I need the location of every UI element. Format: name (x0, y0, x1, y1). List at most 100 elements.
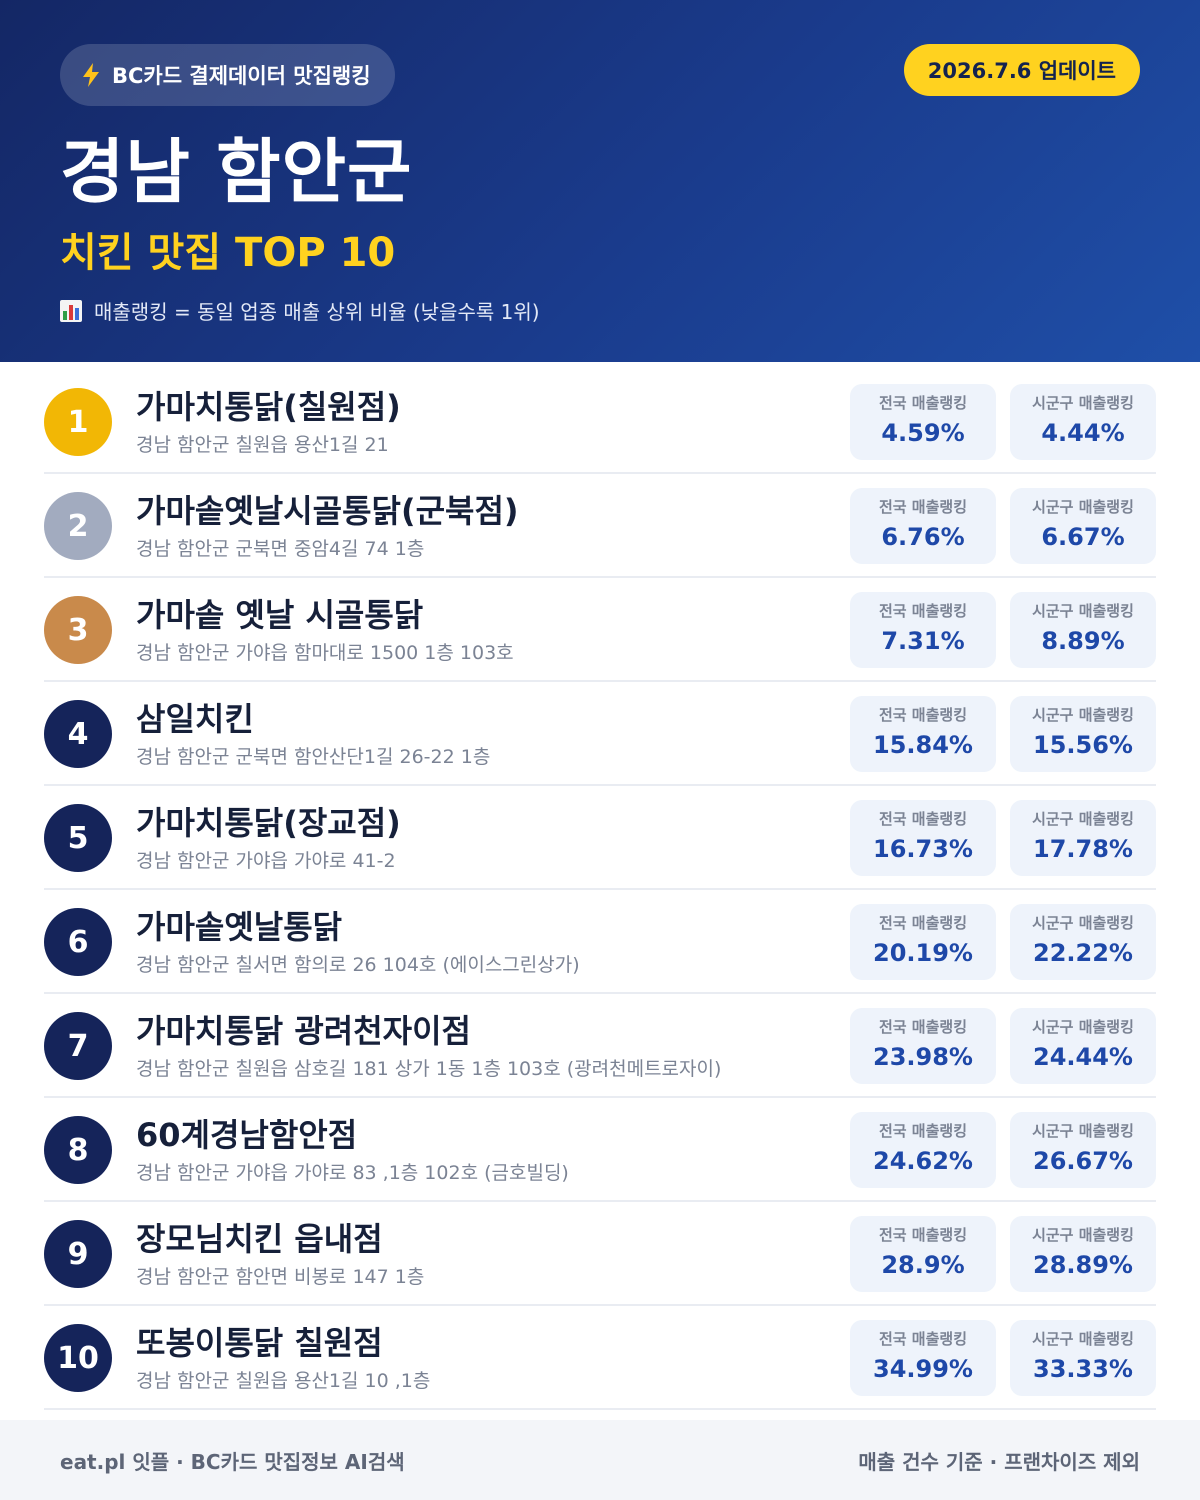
national-ranking-box: 전국 매출랭킹 28.9% (850, 1216, 996, 1292)
badge: BC카드 결제데이터 맛집랭킹 (60, 44, 395, 106)
national-ranking-box: 전국 매출랭킹 24.62% (850, 1112, 996, 1188)
restaurant-address: 경남 함안군 군북면 함안산단1길 26-22 1층 (136, 746, 491, 768)
header: BC카드 결제데이터 맛집랭킹 2026.7.6 업데이트 경남 함안군 치킨 … (0, 0, 1200, 362)
national-ranking-label: 전국 매출랭킹 (878, 394, 968, 412)
local-ranking-box: 시군구 매출랭킹 17.78% (1010, 800, 1156, 876)
local-ranking-label: 시군구 매출랭킹 (1032, 498, 1134, 516)
rank-badge: 8 (44, 1116, 112, 1184)
restaurant-address: 경남 함안군 가야읍 가야로 41-2 (136, 850, 396, 872)
national-ranking-label: 전국 매출랭킹 (878, 1330, 968, 1348)
restaurant-address: 경남 함안군 칠원읍 용산1길 10 ,1층 (136, 1370, 431, 1392)
rank-badge: 2 (44, 492, 112, 560)
local-ranking-label: 시군구 매출랭킹 (1032, 602, 1134, 620)
local-ranking-box: 시군구 매출랭킹 6.67% (1010, 488, 1156, 564)
bolt-icon (83, 63, 99, 87)
local-ranking-value: 4.44% (1041, 419, 1125, 447)
restaurant-name: 가마솥 옛날 시골통닭 (136, 596, 424, 634)
restaurant-name: 삼일치킨 (136, 700, 254, 738)
rank-badge: 9 (44, 1220, 112, 1288)
local-ranking-label: 시군구 매출랭킹 (1032, 810, 1134, 828)
restaurant-name: 가마솥옛날통닭 (136, 908, 343, 946)
restaurant-name: 가마치통닭 광려천자이점 (136, 1012, 471, 1050)
national-ranking-value: 6.76% (881, 523, 965, 551)
national-ranking-value: 24.62% (873, 1147, 973, 1175)
local-ranking-value: 22.22% (1033, 939, 1133, 967)
restaurant-address: 경남 함안군 가야읍 함마대로 1500 1층 103호 (136, 642, 514, 664)
national-ranking-box: 전국 매출랭킹 20.19% (850, 904, 996, 980)
restaurant-name: 장모님치킨 읍내점 (136, 1220, 383, 1258)
restaurant-address: 경남 함안군 칠원읍 삼호길 181 상가 1동 1층 103호 (광려천메트로… (136, 1058, 722, 1080)
national-ranking-box: 전국 매출랭킹 15.84% (850, 696, 996, 772)
local-ranking-label: 시군구 매출랭킹 (1032, 394, 1134, 412)
local-ranking-label: 시군구 매출랭킹 (1032, 1330, 1134, 1348)
rank-badge: 7 (44, 1012, 112, 1080)
national-ranking-box: 전국 매출랭킹 16.73% (850, 800, 996, 876)
local-ranking-label: 시군구 매출랭킹 (1032, 1122, 1134, 1140)
local-ranking-value: 26.67% (1033, 1147, 1133, 1175)
local-ranking-box: 시군구 매출랭킹 8.89% (1010, 592, 1156, 668)
national-ranking-box: 전국 매출랭킹 6.76% (850, 488, 996, 564)
subtitle: 치킨 맛집 TOP 10 (60, 230, 396, 276)
rank-badge: 3 (44, 596, 112, 664)
national-ranking-value: 23.98% (873, 1043, 973, 1071)
local-ranking-label: 시군구 매출랭킹 (1032, 1226, 1134, 1244)
rank-badge: 4 (44, 700, 112, 768)
ranking-row: 6 가마솥옛날통닭 경남 함안군 칠서면 함의로 26 104호 (에이스그린상가)… (44, 890, 1156, 994)
national-ranking-label: 전국 매출랭킹 (878, 1226, 968, 1244)
national-ranking-value: 16.73% (873, 835, 973, 863)
restaurant-name: 가마치통닭(칠원점) (136, 388, 401, 426)
national-ranking-label: 전국 매출랭킹 (878, 1018, 968, 1036)
rank-badge: 10 (44, 1324, 112, 1392)
local-ranking-value: 24.44% (1033, 1043, 1133, 1071)
national-ranking-value: 20.19% (873, 939, 973, 967)
ranking-row: 5 가마치통닭(장교점) 경남 함안군 가야읍 가야로 41-2 전국 매출랭킹 16.… (44, 786, 1156, 890)
national-ranking-value: 28.9% (881, 1251, 965, 1279)
local-ranking-value: 28.89% (1033, 1251, 1133, 1279)
national-ranking-label: 전국 매출랭킹 (878, 498, 968, 516)
badge-text: BC카드 결제데이터 맛집랭킹 (112, 64, 371, 88)
rank-badge: 6 (44, 908, 112, 976)
local-ranking-value: 33.33% (1033, 1355, 1133, 1383)
national-ranking-box: 전국 매출랭킹 4.59% (850, 384, 996, 460)
restaurant-address: 경남 함안군 함안면 비봉로 147 1층 (136, 1266, 425, 1288)
local-ranking-box: 시군구 매출랭킹 22.22% (1010, 904, 1156, 980)
local-ranking-value: 8.89% (1041, 627, 1125, 655)
restaurant-address: 경남 함안군 칠원읍 용산1길 21 (136, 434, 389, 456)
national-ranking-value: 34.99% (873, 1355, 973, 1383)
note-text: 매출랭킹 = 동일 업종 매출 상위 비율 (낮을수록 1위) (94, 300, 540, 324)
local-ranking-box: 시군구 매출랭킹 4.44% (1010, 384, 1156, 460)
ranking-row: 2 가마솥옛날시골통닭(군북점) 경남 함안군 군북면 중암4길 74 1층 전국 매… (44, 474, 1156, 578)
national-ranking-label: 전국 매출랭킹 (878, 810, 968, 828)
restaurant-name: 가마치통닭(장교점) (136, 804, 401, 842)
restaurant-address: 경남 함안군 군북면 중암4길 74 1층 (136, 538, 425, 560)
local-ranking-label: 시군구 매출랭킹 (1032, 1018, 1134, 1036)
note: 매출랭킹 = 동일 업종 매출 상위 비율 (낮을수록 1위) (60, 296, 540, 325)
national-ranking-label: 전국 매출랭킹 (878, 706, 968, 724)
national-ranking-label: 전국 매출랭킹 (878, 602, 968, 620)
local-ranking-label: 시군구 매출랭킹 (1032, 706, 1134, 724)
local-ranking-value: 6.67% (1041, 523, 1125, 551)
restaurant-name: 또봉이통닭 칠원점 (136, 1324, 383, 1362)
national-ranking-value: 7.31% (881, 627, 965, 655)
national-ranking-label: 전국 매출랭킹 (878, 1122, 968, 1140)
footer: eat.pl 잇플 · BC카드 맛집정보 AI검색 매출 건수 기준 · 프랜… (0, 1420, 1200, 1500)
local-ranking-label: 시군구 매출랭킹 (1032, 914, 1134, 932)
footer-left: eat.pl 잇플 · BC카드 맛집정보 AI검색 (60, 1450, 405, 1474)
local-ranking-box: 시군구 매출랭킹 33.33% (1010, 1320, 1156, 1396)
local-ranking-value: 15.56% (1033, 731, 1133, 759)
restaurant-address: 경남 함안군 가야읍 가야로 83 ,1층 102호 (금호빌딩) (136, 1162, 569, 1184)
footer-right: 매출 건수 기준 · 프랜차이즈 제외 (858, 1450, 1140, 1474)
title: 경남 함안군 (60, 131, 413, 213)
update-badge: 2026.7.6 업데이트 (903, 44, 1140, 96)
restaurant-name: 60계경남함안점 (136, 1116, 358, 1154)
local-ranking-box: 시군구 매출랭킹 15.56% (1010, 696, 1156, 772)
chart-icon (60, 299, 82, 322)
national-ranking-value: 15.84% (873, 731, 973, 759)
